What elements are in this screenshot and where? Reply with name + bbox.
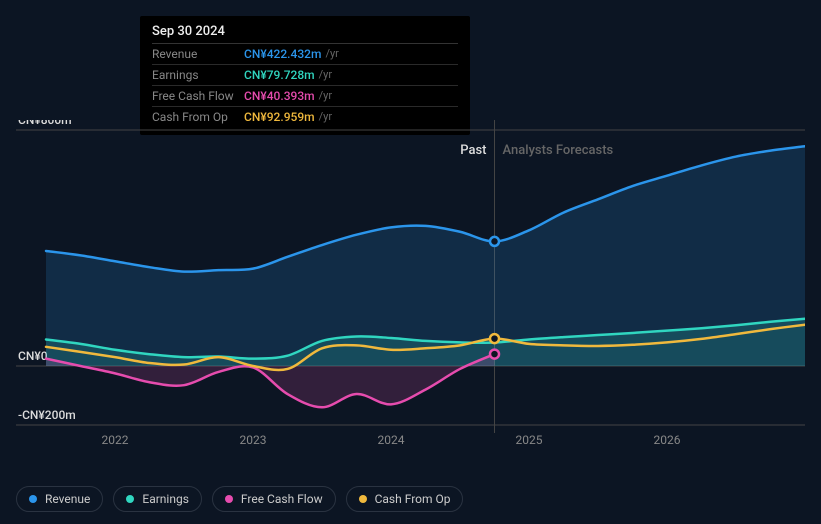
x-axis-label: 2024 <box>378 433 405 447</box>
x-axis-label: 2022 <box>102 433 129 447</box>
legend-dot-icon <box>225 495 233 503</box>
y-axis-label: CN¥0 <box>18 349 48 363</box>
tooltip-row: Free Cash FlowCN¥40.393m/yr <box>152 86 458 107</box>
tooltip-row-label: Revenue <box>152 47 244 61</box>
chart-tooltip: Sep 30 2024 RevenueCN¥422.432m/yrEarning… <box>140 16 470 135</box>
tooltip-row-suffix: /yr <box>319 89 332 103</box>
tooltip-row-suffix: /yr <box>319 68 332 82</box>
tooltip-date: Sep 30 2024 <box>152 24 458 44</box>
series-marker[interactable] <box>490 350 499 359</box>
chart-area[interactable]: CN¥800m CN¥0 -CN¥200m 2022 2023 2024 2025 2026 P… <box>16 120 805 450</box>
legend-label: Revenue <box>45 492 90 506</box>
chart-root: Sep 30 2024 RevenueCN¥422.432m/yrEarning… <box>0 0 821 524</box>
legend-dot-icon <box>29 495 37 503</box>
legend-dot-icon <box>359 495 367 503</box>
forecast-label: Analysts Forecasts <box>503 143 614 158</box>
past-label: Past <box>460 143 486 158</box>
legend-label: Free Cash Flow <box>241 492 323 506</box>
legend-item[interactable]: Free Cash Flow <box>212 486 336 512</box>
legend-label: Earnings <box>142 492 189 506</box>
tooltip-row: EarningsCN¥79.728m/yr <box>152 65 458 86</box>
x-axis-label: 2023 <box>240 433 267 447</box>
y-axis-label: -CN¥200m <box>18 408 76 422</box>
y-axis-label: CN¥800m <box>18 120 72 127</box>
tooltip-row: RevenueCN¥422.432m/yr <box>152 44 458 65</box>
tooltip-row-value: CN¥79.728m <box>244 68 315 82</box>
tooltip-row-value: CN¥422.432m <box>244 47 321 61</box>
legend-label: Cash From Op <box>375 492 451 506</box>
legend-item[interactable]: Earnings <box>113 486 202 512</box>
series-marker[interactable] <box>490 334 499 343</box>
series-marker[interactable] <box>490 237 499 246</box>
tooltip-row-suffix: /yr <box>325 47 338 61</box>
legend-item[interactable]: Revenue <box>16 486 103 512</box>
tooltip-row-value: CN¥40.393m <box>244 89 315 103</box>
tooltip-row-label: Earnings <box>152 68 244 82</box>
x-axis-label: 2026 <box>654 433 681 447</box>
chart-svg: CN¥800m CN¥0 -CN¥200m 2022 2023 2024 2025 2026 P… <box>16 120 805 450</box>
legend-dot-icon <box>126 495 134 503</box>
legend: Revenue Earnings Free Cash Flow Cash From O… <box>16 486 463 512</box>
x-axis-label: 2025 <box>516 433 543 447</box>
tooltip-row-label: Free Cash Flow <box>152 89 244 103</box>
legend-item[interactable]: Cash From Op <box>346 486 464 512</box>
